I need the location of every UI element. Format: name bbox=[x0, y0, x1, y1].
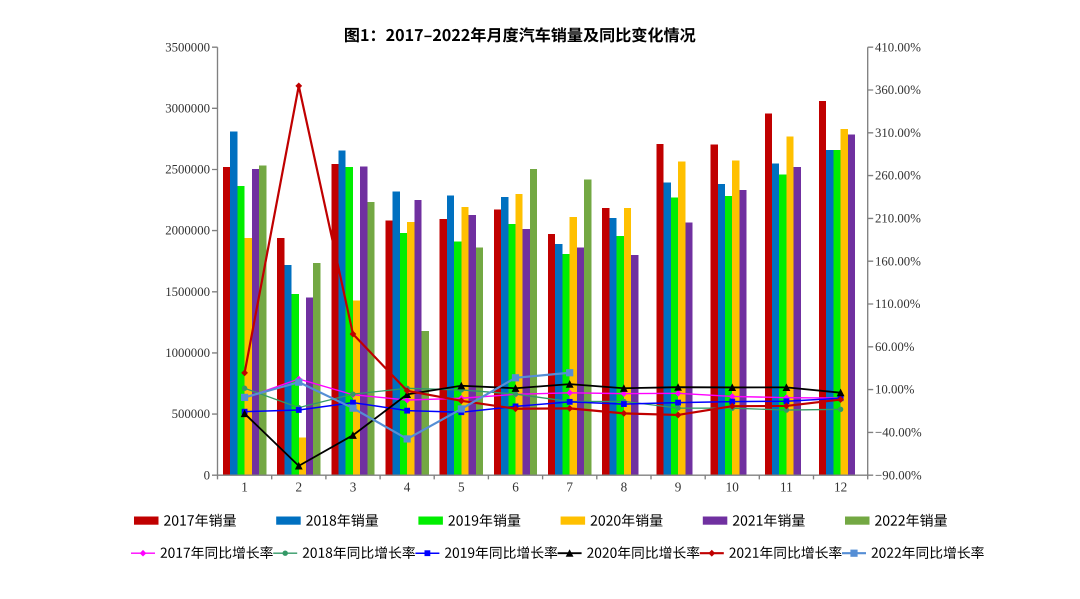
svg-text:1500000: 1500000 bbox=[165, 285, 210, 299]
svg-text:410.00%: 410.00% bbox=[875, 40, 921, 54]
svg-text:360.00%: 360.00% bbox=[875, 83, 921, 97]
svg-text:2500000: 2500000 bbox=[165, 163, 210, 177]
svg-text:1000000: 1000000 bbox=[165, 346, 210, 360]
svg-text:11: 11 bbox=[780, 480, 793, 495]
svg-text:210.00%: 210.00% bbox=[875, 212, 921, 226]
svg-text:1: 1 bbox=[241, 480, 248, 495]
svg-text:7: 7 bbox=[566, 480, 573, 495]
svg-text:310.00%: 310.00% bbox=[875, 126, 921, 140]
svg-text:12: 12 bbox=[834, 480, 847, 495]
svg-text:0: 0 bbox=[204, 468, 210, 482]
svg-text:60.00%: 60.00% bbox=[875, 340, 915, 354]
svg-text:−40.00%: −40.00% bbox=[875, 426, 922, 440]
svg-text:3: 3 bbox=[350, 480, 357, 495]
svg-text:3500000: 3500000 bbox=[165, 40, 210, 54]
svg-text:8: 8 bbox=[621, 480, 628, 495]
svg-text:110.00%: 110.00% bbox=[875, 297, 921, 311]
svg-text:−90.00%: −90.00% bbox=[875, 468, 922, 482]
svg-text:4: 4 bbox=[404, 480, 411, 495]
svg-text:10.00%: 10.00% bbox=[875, 383, 915, 397]
svg-text:5: 5 bbox=[458, 480, 465, 495]
svg-text:500000: 500000 bbox=[172, 407, 210, 421]
svg-text:160.00%: 160.00% bbox=[875, 254, 921, 268]
svg-text:2: 2 bbox=[296, 480, 303, 495]
svg-text:3000000: 3000000 bbox=[165, 101, 210, 115]
svg-text:9: 9 bbox=[675, 480, 682, 495]
svg-text:2000000: 2000000 bbox=[165, 224, 210, 238]
svg-text:260.00%: 260.00% bbox=[875, 169, 921, 183]
svg-text:6: 6 bbox=[512, 480, 519, 495]
svg-text:10: 10 bbox=[726, 480, 740, 495]
